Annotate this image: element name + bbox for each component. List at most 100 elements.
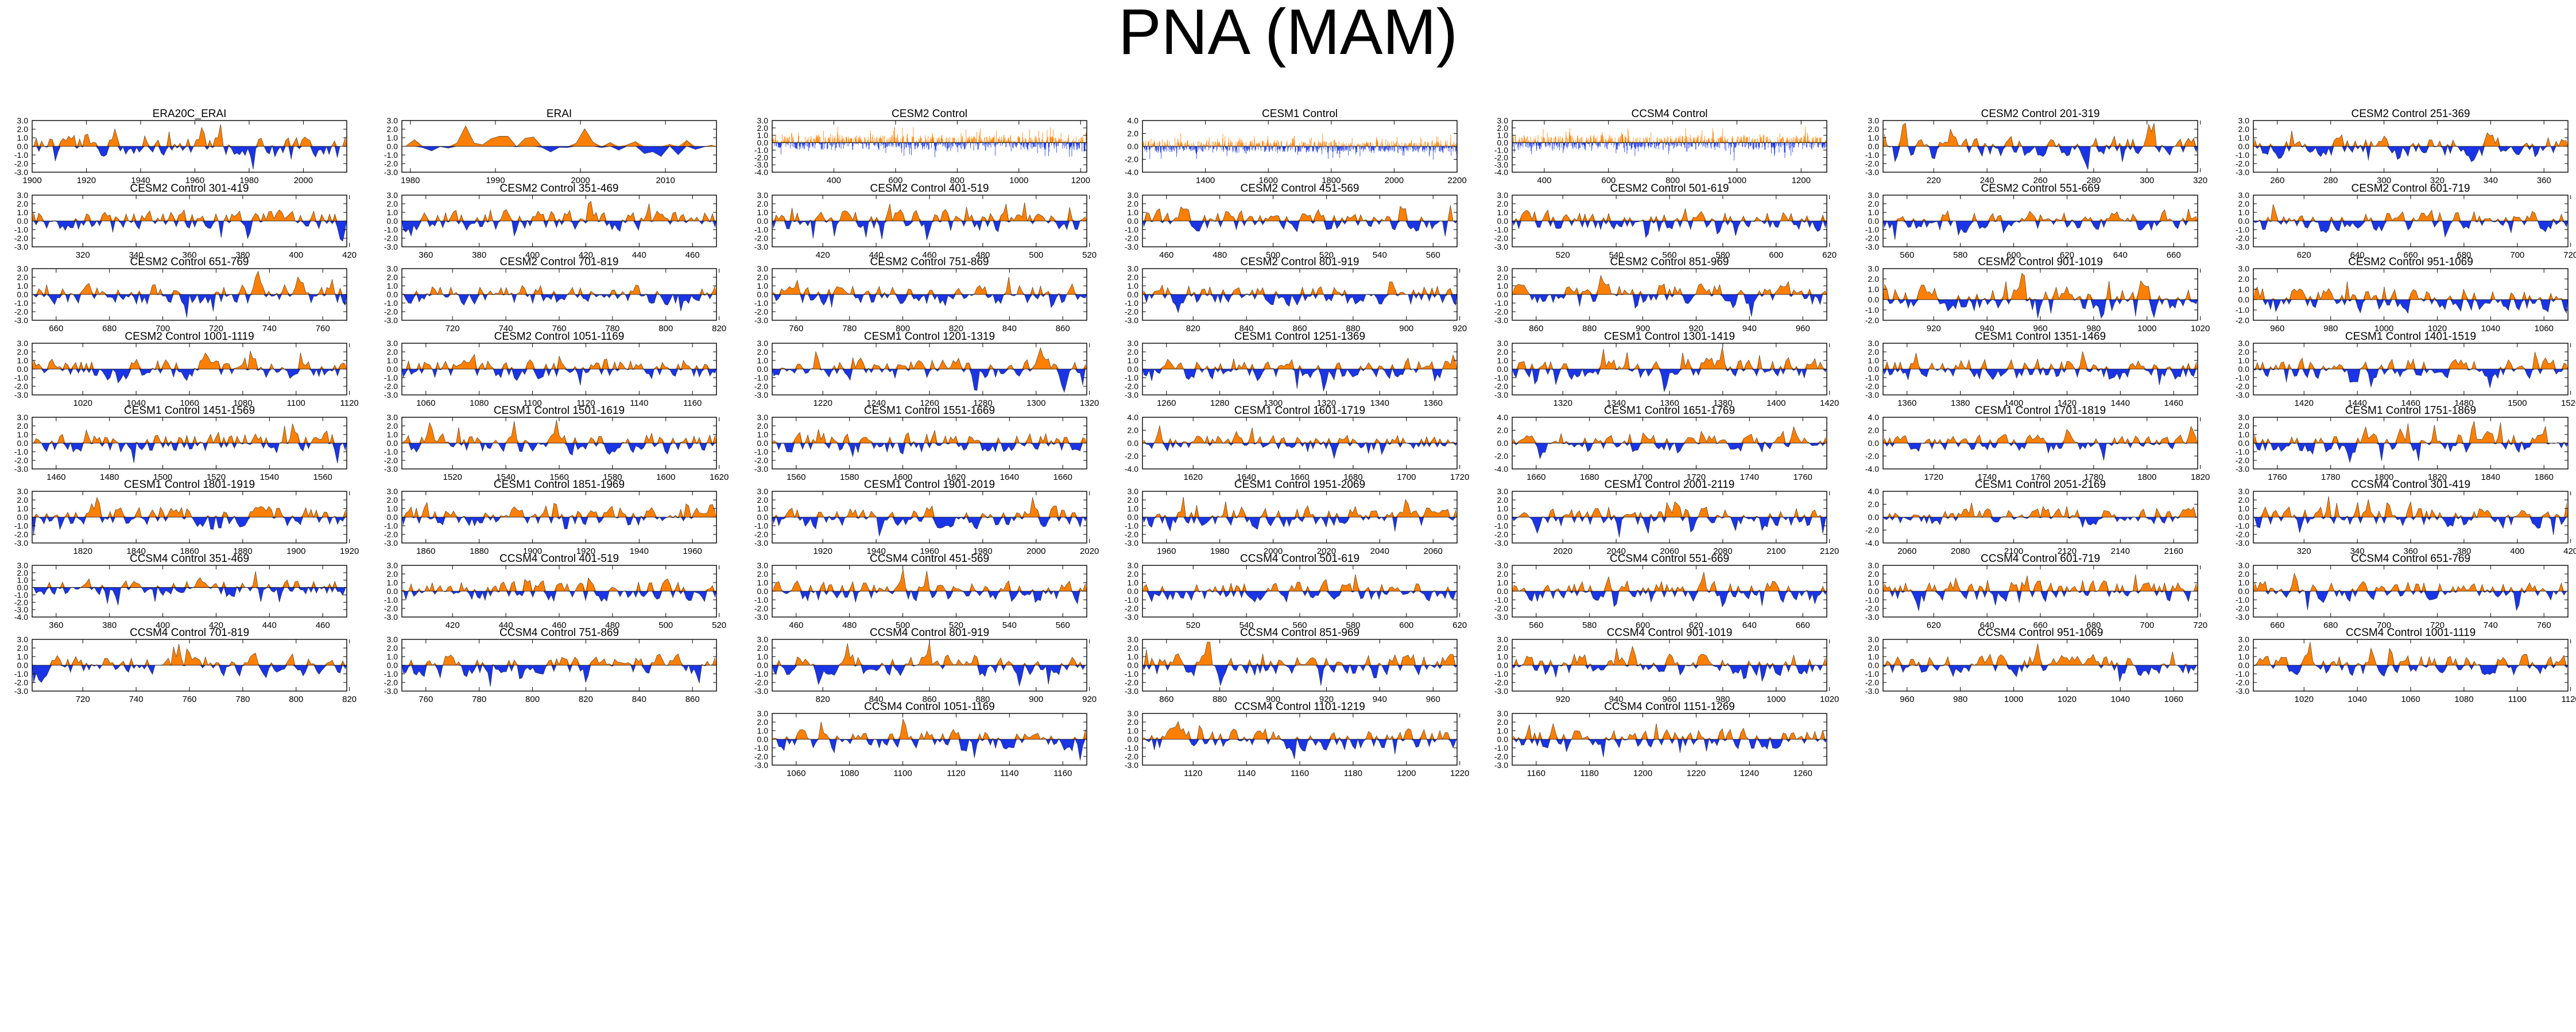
positive-area xyxy=(2253,421,2568,443)
y-tick-label: 2.0 xyxy=(1128,199,1139,208)
y-tick-label: 3.0 xyxy=(757,487,769,496)
positive-area xyxy=(402,420,716,443)
y-tick-label: -2.0 xyxy=(2236,382,2249,391)
x-tick-label: 1100 xyxy=(523,398,541,408)
y-tick-label: -1.0 xyxy=(1865,225,1879,234)
negative-area xyxy=(402,146,716,157)
y-tick-label: 3.0 xyxy=(387,487,398,496)
y-tick-label: 0.0 xyxy=(757,216,769,226)
y-tick-label: 0.0 xyxy=(17,290,29,299)
x-tick-label: 660 xyxy=(2403,250,2418,260)
y-tick-label: 0.0 xyxy=(2238,364,2250,374)
x-tick-label: 420 xyxy=(816,250,830,260)
y-tick-label: -1.0 xyxy=(2236,150,2249,160)
x-tick-label: 1120 xyxy=(576,398,595,408)
y-tick-label: 2.0 xyxy=(1868,125,1880,134)
y-tick-label: 3.0 xyxy=(1128,264,1139,273)
x-tick-label: 1860 xyxy=(2535,472,2554,482)
x-tick-label: 1880 xyxy=(470,546,489,556)
x-tick-label: 620 xyxy=(2297,250,2311,260)
y-tick-label: 1.0 xyxy=(1497,208,1509,217)
y-tick-label: 0.0 xyxy=(1128,439,1139,448)
series-line xyxy=(403,577,715,603)
y-tick-label: 3.0 xyxy=(387,191,398,200)
y-tick-label: 0.0 xyxy=(757,364,769,374)
positive-area xyxy=(402,201,716,221)
x-tick-label: 2000 xyxy=(1026,546,1045,556)
y-tick-label: 2.0 xyxy=(2238,347,2250,356)
panel-title: CESM1 Control 1601-1719 xyxy=(1234,405,1365,417)
y-tick-label: 0.0 xyxy=(757,439,769,448)
series-line xyxy=(33,124,346,170)
x-tick-label: 1280 xyxy=(1210,398,1229,408)
x-tick-label: 780 xyxy=(605,324,619,333)
negative-area xyxy=(32,443,347,464)
x-tick-label: 560 xyxy=(1900,250,1914,260)
x-tick-label: 1280 xyxy=(973,398,992,408)
x-tick-label: 640 xyxy=(2113,250,2128,260)
y-tick-label: 0.0 xyxy=(1128,290,1139,299)
series-line xyxy=(1144,496,1456,532)
y-tick-label: 1.0 xyxy=(17,504,29,513)
negative-area xyxy=(2253,146,2568,162)
panel-33: CESM1 Control 1651-1769 4.0 2.0 0.0 -2.0 -4.0… xyxy=(1494,405,1827,482)
x-tick-label: 1940 xyxy=(131,176,150,185)
y-tick-label: 3.0 xyxy=(387,413,398,422)
x-tick-label: 1740 xyxy=(1740,472,1759,482)
y-tick-label: 0.0 xyxy=(1497,138,1509,148)
positive-area xyxy=(1512,347,1827,369)
x-tick-label: 460 xyxy=(685,250,700,260)
y-tick-label: 2.0 xyxy=(1497,347,1509,356)
y-tick-label: -2.0 xyxy=(1865,234,1879,243)
x-tick-label: 2020 xyxy=(1317,546,1336,556)
y-tick-label: 0.0 xyxy=(1868,142,1880,151)
y-tick-label: 2.0 xyxy=(17,421,29,430)
x-tick-label: 1980 xyxy=(973,546,992,556)
y-tick-label: -3.0 xyxy=(14,168,28,177)
y-tick-label: -1.0 xyxy=(14,225,28,234)
y-tick-label: 2.0 xyxy=(1497,123,1509,133)
series-line xyxy=(1144,425,1456,460)
y-tick-label: 2.0 xyxy=(1868,426,1880,435)
y-tick-label: -1.0 xyxy=(14,447,28,456)
panel-title: CESM1 Control 1951-2069 xyxy=(1234,479,1365,491)
panel-title: CESM2 Control xyxy=(892,108,967,120)
series-line xyxy=(773,347,1086,393)
x-tick-label: 380 xyxy=(2457,546,2471,556)
x-tick-label: 840 xyxy=(1239,324,1254,333)
negative-area xyxy=(32,587,347,606)
x-tick-label: 1460 xyxy=(47,472,65,482)
y-tick-label: 2.0 xyxy=(387,125,398,134)
panel-13: CESM2 Control 551-669 3.02.01.00.0-1.0-2.… xyxy=(1865,183,2198,260)
series-line xyxy=(773,497,1086,537)
x-tick-label: 1760 xyxy=(1793,472,1812,482)
x-tick-label: 2040 xyxy=(1370,546,1389,556)
y-tick-label: 3.0 xyxy=(1497,339,1509,348)
x-tick-label: 1020 xyxy=(2428,324,2447,333)
x-tick-label: 760 xyxy=(316,324,330,333)
series-line xyxy=(1884,502,2197,528)
panel-3: CESM2 Control 3.02.01.00.0-1.0-2.0-3.0-4.… xyxy=(754,108,1090,185)
series-line xyxy=(1144,281,1456,313)
panel-title: CESM1 Control 1751-1869 xyxy=(2345,405,2476,417)
y-tick-label: 2.0 xyxy=(2238,274,2250,284)
y-tick-label: 2.0 xyxy=(1128,426,1139,435)
x-tick-label: 380 xyxy=(472,250,486,260)
y-tick-label: 3.0 xyxy=(17,116,29,125)
x-tick-label: 1360 xyxy=(1424,398,1443,408)
x-tick-label: 700 xyxy=(2510,250,2524,260)
y-tick-label: 2.0 xyxy=(1497,426,1509,435)
y-tick-label: -4.0 xyxy=(1125,168,1138,177)
x-tick-label: 2020 xyxy=(1554,546,1572,556)
y-tick-label: 2.0 xyxy=(1868,199,1880,208)
negative-area xyxy=(402,369,716,386)
x-tick-label: 1800 xyxy=(2137,472,2156,482)
y-tick-label: 0.0 xyxy=(757,290,769,299)
y-tick-label: 0.0 xyxy=(17,142,29,151)
y-tick-label: 2.0 xyxy=(17,568,29,577)
x-tick-label: 400 xyxy=(2510,546,2524,556)
y-tick-label: -2.0 xyxy=(754,604,768,613)
x-tick-label: 520 xyxy=(1082,250,1097,260)
panel-19: CESM2 Control 851-969 3.02.01.00.0-1.0-2.… xyxy=(1494,256,1827,333)
